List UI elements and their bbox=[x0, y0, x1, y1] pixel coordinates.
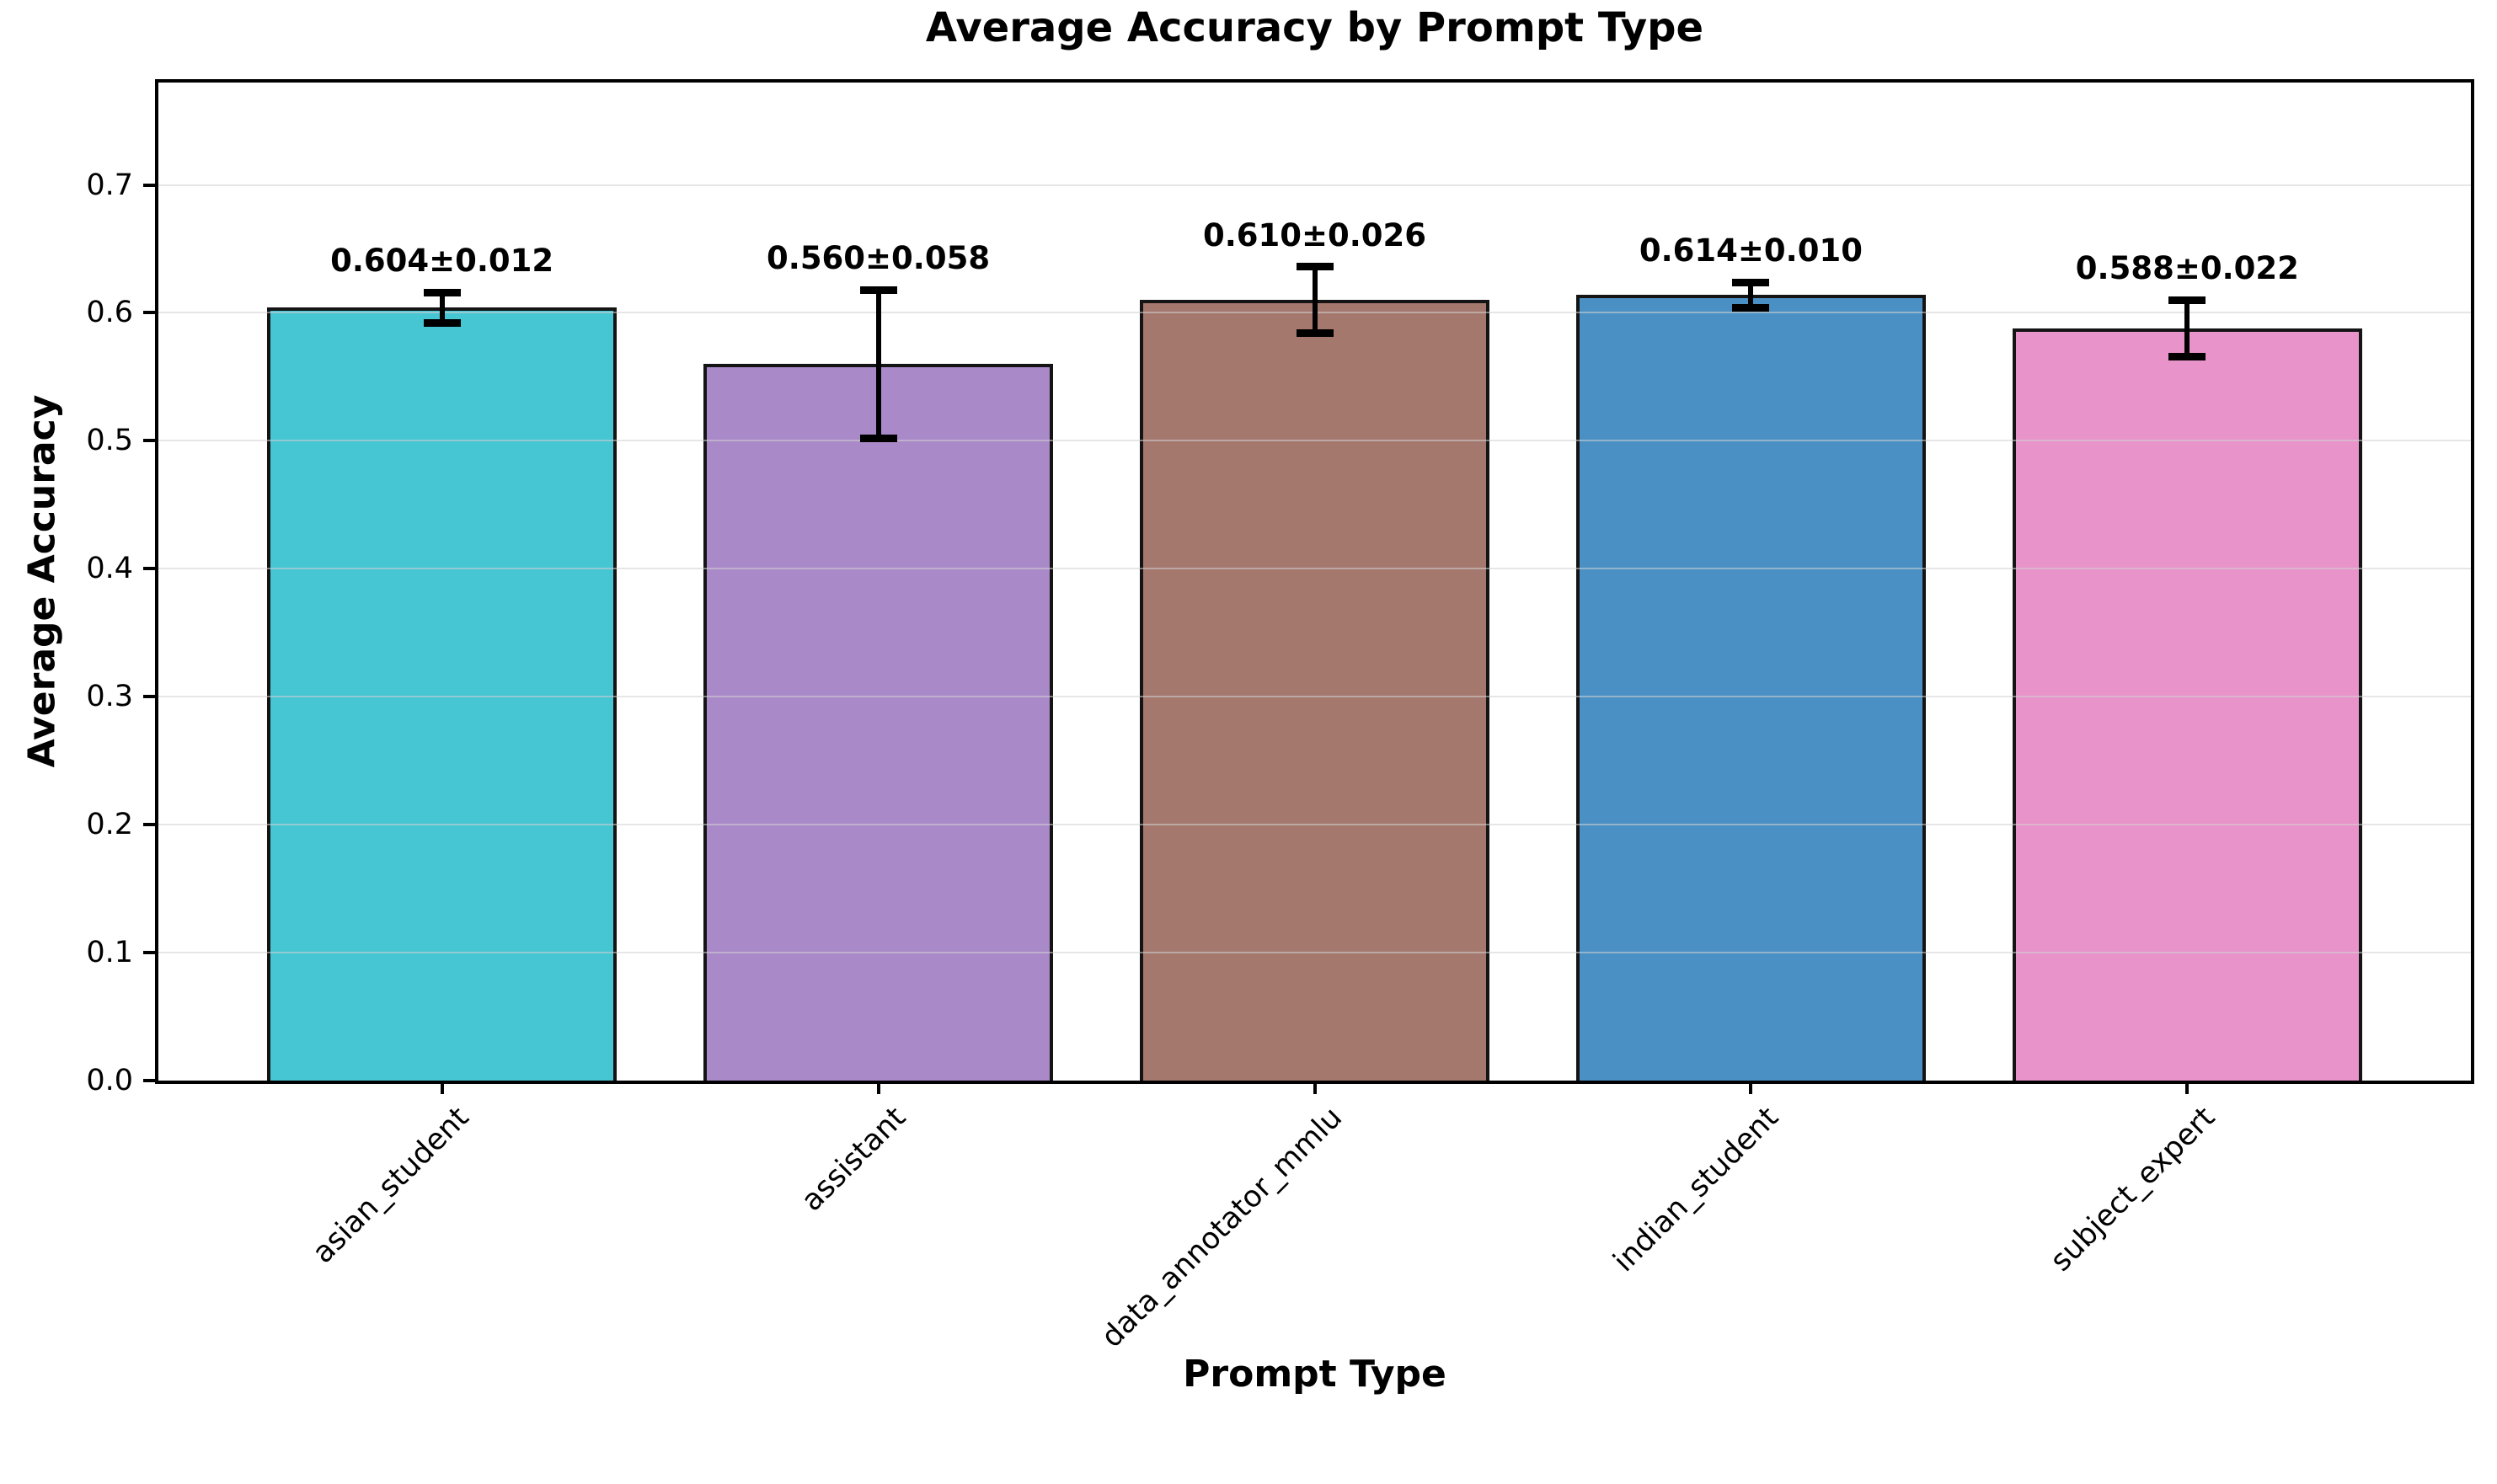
y-tick-mark bbox=[143, 695, 158, 699]
x-tick-label: data_annotator_mmlu bbox=[1094, 1100, 1349, 1355]
bar-value-label: 0.560±0.058 bbox=[767, 240, 991, 277]
y-tick-label: 0.6 bbox=[86, 296, 133, 330]
y-tick-mark bbox=[143, 1079, 158, 1082]
error-bar-line bbox=[875, 290, 881, 439]
y-tick-label: 0.2 bbox=[86, 808, 133, 842]
gridline bbox=[158, 440, 2471, 442]
gridline bbox=[158, 184, 2471, 186]
x-tick-mark bbox=[1749, 1081, 1753, 1094]
error-bar-cap-top bbox=[1296, 263, 1334, 271]
bar-indian_student bbox=[1576, 295, 1926, 1081]
error-bar-cap-top bbox=[2168, 296, 2206, 304]
x-tick-mark bbox=[876, 1081, 880, 1094]
error-bar-line bbox=[439, 292, 445, 323]
x-tick-label: asian_student bbox=[306, 1100, 476, 1270]
y-tick-mark bbox=[143, 567, 158, 571]
error-bar-cap-bottom bbox=[1732, 303, 1770, 312]
error-bar-line bbox=[1312, 266, 1318, 334]
x-axis-label: Prompt Type bbox=[1183, 1353, 1446, 1396]
gridline bbox=[158, 952, 2471, 954]
y-tick-mark bbox=[143, 439, 158, 443]
chart-title: Average Accuracy by Prompt Type bbox=[925, 4, 1704, 51]
gridline bbox=[158, 568, 2471, 570]
error-bar-cap-bottom bbox=[423, 319, 461, 328]
y-tick-label: 0.0 bbox=[86, 1064, 133, 1097]
bar-value-label: 0.614±0.010 bbox=[1639, 232, 1863, 269]
gridline bbox=[158, 696, 2471, 698]
error-bar-cap-bottom bbox=[2168, 352, 2206, 360]
gridline bbox=[158, 824, 2471, 826]
error-bar-cap-bottom bbox=[859, 434, 897, 442]
y-tick-mark bbox=[143, 951, 158, 955]
y-tick-mark bbox=[143, 311, 158, 315]
bar-subject_expert bbox=[2013, 328, 2362, 1081]
x-tick-label: assistant bbox=[794, 1100, 912, 1219]
y-tick-label: 0.3 bbox=[86, 680, 133, 714]
bar-data_annotator_mmlu bbox=[1140, 300, 1489, 1081]
y-tick-mark bbox=[143, 823, 158, 827]
bar-value-label: 0.588±0.022 bbox=[2075, 250, 2299, 287]
error-bar-cap-top bbox=[1732, 278, 1770, 286]
y-tick-label: 0.4 bbox=[86, 552, 133, 586]
x-tick-label: subject_expert bbox=[2043, 1100, 2222, 1278]
bar-value-label: 0.604±0.012 bbox=[330, 243, 554, 280]
x-tick-mark bbox=[2185, 1081, 2190, 1094]
bar-assistant bbox=[703, 364, 1053, 1081]
bar-asian_student bbox=[267, 307, 617, 1081]
error-bar-line bbox=[1748, 282, 1754, 308]
y-tick-label: 0.5 bbox=[86, 424, 133, 458]
plot-area: 0.604±0.012 0.560±0.058 0.610±0.026 0.614±0… bbox=[155, 79, 2474, 1084]
error-bar-cap-bottom bbox=[1296, 329, 1334, 338]
x-tick-mark bbox=[440, 1081, 444, 1094]
y-tick-label: 0.1 bbox=[86, 936, 133, 970]
error-bar-cap-top bbox=[423, 288, 461, 296]
x-tick-label: indian_student bbox=[1607, 1100, 1785, 1279]
error-bar-cap-top bbox=[859, 286, 897, 294]
y-tick-mark bbox=[143, 183, 158, 187]
y-tick-label: 0.7 bbox=[86, 168, 133, 202]
x-tick-mark bbox=[1313, 1081, 1317, 1094]
error-bar-line bbox=[2184, 300, 2190, 357]
bar-value-label: 0.610±0.026 bbox=[1202, 216, 1427, 254]
